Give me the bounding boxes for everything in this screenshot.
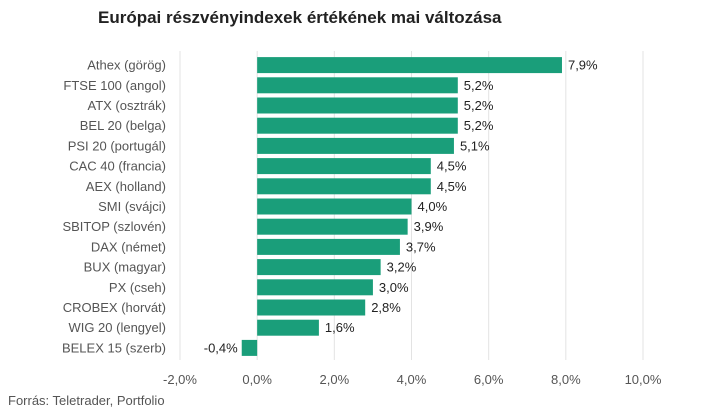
bar — [257, 178, 431, 195]
value-label: 5,2% — [464, 118, 494, 133]
value-label: 4,5% — [437, 159, 467, 174]
bar — [257, 137, 454, 154]
chart-source: Forrás: Teletrader, Portfolio — [8, 393, 165, 408]
category-label: CAC 40 (francia) — [69, 159, 166, 174]
value-label: 3,2% — [387, 260, 417, 275]
bar — [257, 57, 562, 74]
x-tick-label: 4,0% — [397, 372, 427, 387]
x-tick-label: 8,0% — [551, 372, 581, 387]
bar — [257, 238, 400, 255]
category-label: Athex (görög) — [87, 58, 166, 73]
bar — [257, 117, 458, 134]
bar — [257, 319, 319, 336]
category-label: FTSE 100 (angol) — [63, 78, 166, 93]
bar — [257, 259, 381, 276]
category-label: DAX (német) — [91, 239, 166, 254]
category-label: AEX (holland) — [86, 179, 166, 194]
value-label: 4,5% — [437, 179, 467, 194]
bar — [257, 158, 431, 175]
category-label: PX (cseh) — [109, 280, 166, 295]
category-label: PSI 20 (portugál) — [68, 138, 166, 153]
bar — [257, 198, 412, 215]
value-label: 5,1% — [460, 138, 490, 153]
category-label: BEL 20 (belga) — [80, 118, 166, 133]
category-label: CROBEX (horvát) — [63, 300, 166, 315]
value-label: 3,7% — [406, 239, 436, 254]
chart-title: Európai részvényindexek értékének mai vá… — [98, 8, 502, 27]
bar — [241, 339, 258, 356]
value-label: 7,9% — [568, 58, 598, 73]
value-label: 3,0% — [379, 280, 409, 295]
value-label: 5,2% — [464, 78, 494, 93]
value-label: 1,6% — [325, 320, 355, 335]
category-label: SBITOP (szlovén) — [62, 219, 166, 234]
x-tick-label: -2,0% — [163, 372, 197, 387]
bar — [257, 218, 408, 235]
value-label: 2,8% — [371, 300, 401, 315]
value-label: 3,9% — [414, 219, 444, 234]
category-label: BUX (magyar) — [84, 260, 166, 275]
bar — [257, 77, 458, 94]
bar — [257, 299, 366, 316]
category-label: BELEX 15 (szerb) — [62, 340, 166, 355]
x-tick-label: 10,0% — [625, 372, 662, 387]
x-tick-label: 2,0% — [320, 372, 350, 387]
x-tick-label: 0,0% — [242, 372, 272, 387]
category-label: ATX (osztrák) — [88, 98, 167, 113]
bar — [257, 97, 458, 114]
category-label: SMI (svájci) — [98, 199, 166, 214]
value-label: -0,4% — [204, 340, 238, 355]
value-label: 4,0% — [418, 199, 448, 214]
bar — [257, 279, 373, 296]
value-label: 5,2% — [464, 98, 494, 113]
category-label: WIG 20 (lengyel) — [68, 320, 166, 335]
x-tick-label: 6,0% — [474, 372, 504, 387]
